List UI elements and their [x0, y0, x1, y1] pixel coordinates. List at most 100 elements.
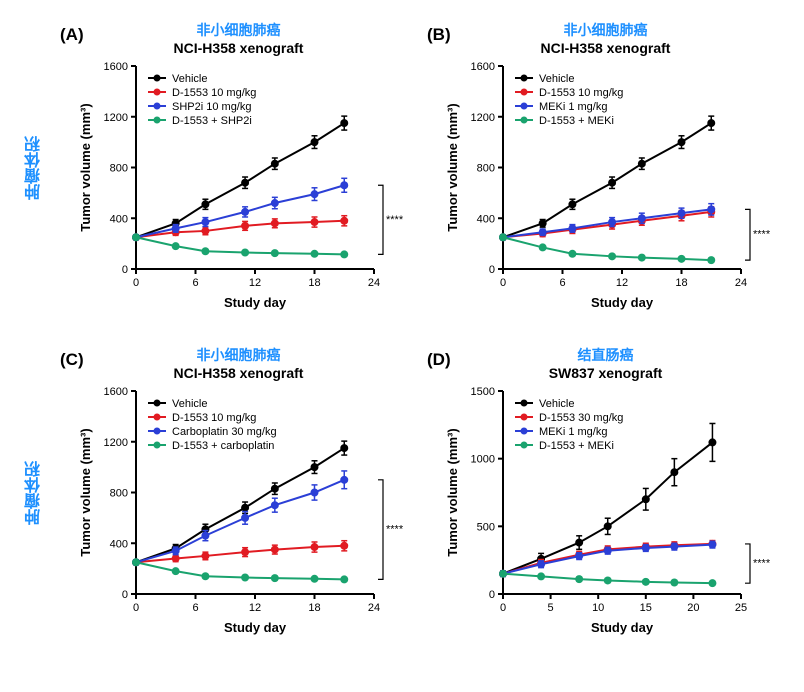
data-marker [537, 573, 544, 580]
x-axis-label: Study day [223, 620, 286, 635]
x-tick-label: 15 [639, 602, 651, 614]
legend-marker [520, 428, 527, 435]
y-tick-label: 800 [109, 488, 127, 500]
significance-label: **** [386, 214, 404, 226]
legend-marker [153, 428, 160, 435]
x-tick-label: 0 [132, 602, 138, 614]
data-marker [311, 139, 318, 146]
data-marker [708, 541, 715, 548]
legend-marker [520, 442, 527, 449]
data-marker [642, 496, 649, 503]
data-marker [271, 502, 278, 509]
data-marker [638, 254, 645, 261]
data-marker [241, 179, 248, 186]
data-marker [241, 208, 248, 215]
data-marker [499, 570, 506, 577]
x-tick-label: 20 [687, 602, 699, 614]
legend-marker [153, 414, 160, 421]
panel-title-en: NCI-H358 xenograft [427, 40, 784, 56]
data-marker [670, 543, 677, 550]
x-tick-label: 18 [675, 277, 687, 289]
y-tick-label: 800 [476, 163, 494, 175]
data-marker [311, 464, 318, 471]
data-marker [707, 120, 714, 127]
x-axis-label: Study day [590, 295, 653, 310]
panel-title-cn: 非小细胞肺癌 [60, 345, 417, 365]
data-marker [537, 561, 544, 568]
data-marker [132, 234, 139, 241]
chart-svg: 04008001200160006121824Study dayTumor vo… [74, 385, 404, 640]
legend-label: Vehicle [172, 398, 207, 410]
significance-label: **** [753, 229, 771, 241]
data-marker [539, 229, 546, 236]
y-axis-label: Tumor volume (mm³) [445, 103, 460, 231]
data-marker [201, 201, 208, 208]
x-tick-label: 25 [734, 602, 746, 614]
x-tick-label: 6 [559, 277, 565, 289]
data-marker [172, 225, 179, 232]
x-tick-label: 5 [547, 602, 553, 614]
x-axis-label: Study day [223, 295, 286, 310]
data-marker [241, 549, 248, 556]
x-tick-label: 24 [367, 277, 379, 289]
legend-marker [153, 75, 160, 82]
data-marker [707, 257, 714, 264]
legend-label: Vehicle [539, 73, 574, 85]
y-tick-label: 1000 [470, 454, 494, 466]
y-tick-label: 400 [476, 213, 494, 225]
data-marker [575, 553, 582, 560]
x-tick-label: 0 [499, 602, 505, 614]
data-marker [311, 191, 318, 198]
data-marker [604, 547, 611, 554]
data-marker [271, 200, 278, 207]
y-tick-label: 400 [109, 538, 127, 550]
x-tick-label: 12 [248, 602, 260, 614]
data-marker [708, 580, 715, 587]
panel-a: (A)非小细胞肺癌NCI-H358 xenograft0400800120016… [60, 20, 417, 315]
side-label-cn-2: 肿瘤体积 [23, 461, 47, 525]
legend-marker [520, 103, 527, 110]
data-marker [539, 220, 546, 227]
legend-marker [153, 117, 160, 124]
data-marker [499, 234, 506, 241]
data-marker [638, 215, 645, 222]
legend-label: Carboplatin 30 mg/kg [172, 426, 277, 438]
legend-marker [153, 400, 160, 407]
x-tick-label: 18 [308, 277, 320, 289]
data-marker [568, 201, 575, 208]
data-marker [132, 559, 139, 566]
significance-bracket [378, 480, 383, 580]
panel-label: (C) [60, 350, 84, 370]
data-marker [340, 576, 347, 583]
panel-title-en: SW837 xenograft [427, 365, 784, 381]
legend-label: D-1553 + MEKi [539, 115, 614, 127]
data-marker [201, 552, 208, 559]
legend-marker [520, 75, 527, 82]
legend-label: D-1553 10 mg/kg [539, 87, 623, 99]
data-marker [172, 243, 179, 250]
legend-marker [520, 400, 527, 407]
data-marker [708, 439, 715, 446]
legend-label: D-1553 + MEKi [539, 440, 614, 452]
legend-label: MEKi 1 mg/kg [539, 101, 607, 113]
data-marker [241, 249, 248, 256]
side-label-cn-1: 肿瘤体积 [23, 136, 47, 200]
data-marker [642, 578, 649, 585]
chart-svg: 04008001200160006121824Study dayTumor vo… [441, 60, 771, 315]
panel-c: (C)非小细胞肺癌NCI-H358 xenograft0400800120016… [60, 345, 417, 640]
data-marker [340, 120, 347, 127]
y-tick-label: 0 [121, 264, 127, 276]
y-tick-label: 500 [476, 521, 494, 533]
data-marker [707, 206, 714, 213]
data-marker [340, 251, 347, 258]
y-tick-label: 1200 [103, 437, 127, 449]
chart-svg: 0500100015000510152025Study dayTumor vol… [441, 385, 771, 640]
data-marker [604, 523, 611, 530]
data-marker [678, 255, 685, 262]
legend-label: D-1553 + carboplatin [172, 440, 274, 452]
y-tick-label: 800 [109, 163, 127, 175]
y-tick-label: 1600 [103, 61, 127, 73]
y-axis-label: Tumor volume (mm³) [78, 103, 93, 231]
significance-label: **** [753, 558, 771, 570]
data-marker [638, 160, 645, 167]
